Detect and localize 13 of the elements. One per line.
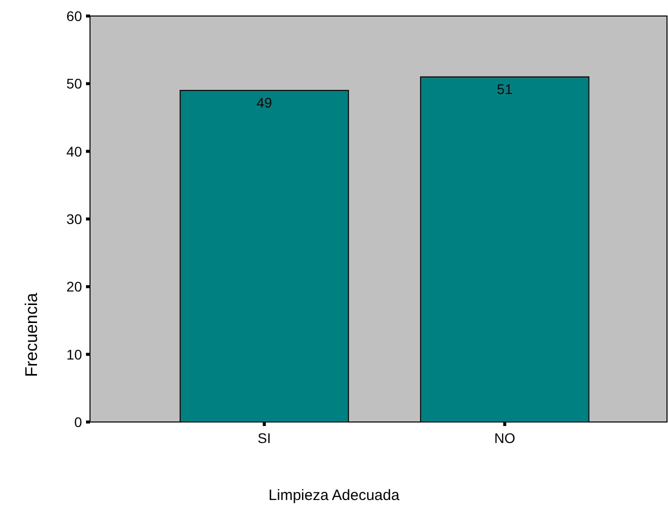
y-tick-label: 30: [66, 211, 82, 227]
y-tick-label: 0: [74, 414, 82, 430]
y-tick-label: 60: [66, 8, 82, 24]
data-label: 49: [256, 94, 272, 110]
y-tick-label: 20: [66, 278, 82, 295]
x-axis-title: Limpieza Adecuada: [268, 487, 400, 504]
y-axis-title: Frecuencia: [22, 292, 41, 378]
x-tick-label: SI: [258, 430, 271, 446]
y-tick-label: 10: [66, 346, 82, 362]
data-label: 51: [496, 80, 513, 97]
y-tick-label: 50: [66, 76, 82, 92]
y-tick-label: 40: [66, 143, 82, 160]
x-tick-label: NO: [494, 430, 516, 446]
